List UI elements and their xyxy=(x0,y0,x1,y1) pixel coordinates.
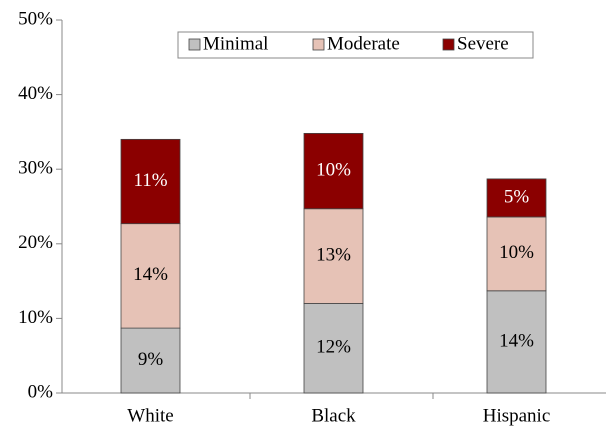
legend-label: Minimal xyxy=(203,33,268,54)
x-tick-label: Black xyxy=(311,405,356,426)
data-label: 5% xyxy=(504,186,530,207)
data-label: 10% xyxy=(316,159,351,180)
bar-segment xyxy=(120,223,181,329)
y-tick-label: 50% xyxy=(18,8,53,29)
bar-segment xyxy=(486,216,547,292)
legend-swatch xyxy=(312,38,325,51)
y-tick-label: 20% xyxy=(18,232,53,253)
legend-swatch xyxy=(442,38,455,51)
x-tick-label: Hispanic xyxy=(483,405,551,426)
y-tick-label: 40% xyxy=(18,83,53,104)
bar-segment xyxy=(303,303,364,394)
legend-label: Moderate xyxy=(327,33,400,54)
data-label: 9% xyxy=(138,349,164,370)
data-label: 14% xyxy=(499,330,534,351)
legend-label: Severe xyxy=(457,33,509,54)
y-tick-label: 10% xyxy=(18,307,53,328)
bar-segment xyxy=(486,290,547,394)
data-label: 10% xyxy=(499,242,534,263)
legend-swatch xyxy=(188,38,201,51)
bar-segment xyxy=(120,138,181,225)
data-label: 14% xyxy=(133,264,168,285)
y-tick-label: 30% xyxy=(18,158,53,179)
legend-box xyxy=(177,31,534,59)
bar-segment xyxy=(303,208,364,304)
bar-segment xyxy=(303,132,364,210)
data-label: 12% xyxy=(316,337,351,358)
bar-segment xyxy=(486,178,547,218)
data-label: 13% xyxy=(316,244,351,265)
y-tick-label: 0% xyxy=(28,381,54,402)
x-tick-label: White xyxy=(127,405,173,426)
data-label: 11% xyxy=(133,170,167,191)
